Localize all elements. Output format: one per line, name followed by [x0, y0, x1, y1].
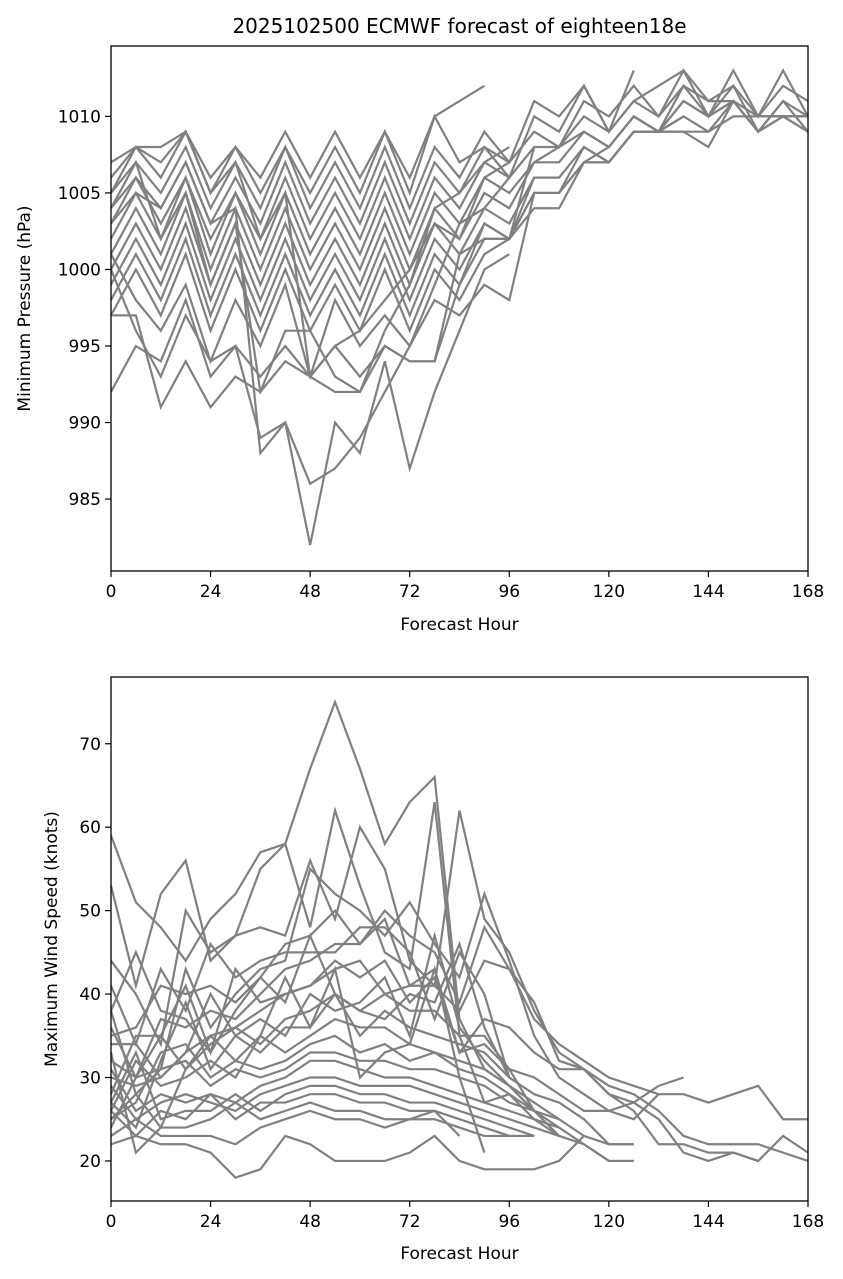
wind-x-axis-label: Forecast Hour	[400, 1244, 518, 1264]
pressure-series-line-15	[109, 253, 510, 546]
wind-y-tick-label: 50	[79, 902, 101, 922]
pressure-series-line-9	[110, 99, 808, 304]
wind-x-tick-label: 96	[498, 1212, 520, 1232]
wind-series-line-15	[110, 1049, 535, 1137]
pressure-x-tick-label: 72	[399, 582, 421, 602]
wind-y-tick-label: 70	[79, 735, 101, 755]
wind-y-tick-label: 20	[79, 1152, 101, 1172]
pressure-y-tick-label: 1010	[58, 107, 101, 127]
wind-series-line-14	[110, 1076, 560, 1137]
pressure-series-line-16	[110, 159, 511, 486]
pressure-series-line-14	[111, 146, 536, 411]
pressure-x-tick-label: 144	[692, 582, 724, 602]
wind-x-tick-label: 24	[200, 1212, 222, 1232]
wind-x-tick-label: 0	[106, 1212, 117, 1232]
pressure-series-line-12	[110, 114, 685, 381]
wind-x-tick-label: 168	[792, 1212, 824, 1232]
pressure-y-axis-label: Minimum Pressure (hPa)	[15, 205, 35, 411]
chart-title: 2025102500 ECMWF forecast of eighteen18e	[232, 14, 686, 38]
pressure-x-tick-label: 96	[498, 582, 520, 602]
pressure-x-axis-label: Forecast Hour	[400, 615, 518, 635]
pressure-y-tick-label: 1005	[58, 184, 101, 204]
pressure-series-line-1	[110, 84, 485, 181]
pressure-x-tick-label: 120	[593, 582, 625, 602]
wind-y-tick-label: 30	[79, 1069, 101, 1089]
wind-x-tick-label: 120	[593, 1212, 625, 1232]
wind-x-tick-label: 144	[692, 1212, 724, 1232]
pressure-series-line-18	[110, 159, 510, 395]
pressure-y-tick-label: 995	[69, 337, 101, 357]
wind-series-line-6	[110, 916, 809, 1162]
wind-series-line-19	[110, 1134, 585, 1179]
wind-series-line-12	[110, 1051, 634, 1163]
pressure-series-line-3	[110, 68, 809, 212]
pressure-y-tick-label: 985	[69, 490, 101, 510]
wind-series-line-17	[110, 1092, 535, 1138]
wind-chart: 0 24 48 72 96 120 144 168 20 30 40 50 60 70 Forecast …	[42, 676, 824, 1264]
wind-series-line-20	[109, 964, 486, 1155]
wind-y-axis-label: Maximum Wind Speed (knots)	[42, 811, 62, 1067]
wind-series-line-4	[109, 866, 684, 1113]
wind-y-tick-label: 60	[79, 818, 101, 838]
pressure-x-tick-label: 168	[792, 582, 824, 602]
wind-series-line-18	[110, 1109, 461, 1146]
wind-plot-frame	[110, 676, 809, 1202]
pressure-series-line-11	[110, 99, 809, 334]
pressure-x-tick-label: 0	[106, 582, 117, 602]
pressure-series-group	[109, 68, 809, 546]
wind-series-line-24	[111, 931, 535, 1112]
wind-x-tick-label: 48	[299, 1212, 321, 1232]
wind-series-line-16	[110, 1092, 535, 1138]
pressure-y-tick-label: 1000	[58, 260, 101, 280]
wind-series-line-23	[110, 959, 536, 1112]
pressure-y-tick-label: 990	[69, 414, 101, 434]
pressure-x-tick-label: 24	[200, 582, 222, 602]
wind-x-tick-label: 72	[399, 1212, 421, 1232]
wind-series-group	[109, 698, 809, 1179]
wind-y-tick-label: 40	[79, 985, 101, 1005]
wind-series-line-21	[109, 932, 511, 1078]
pressure-plot-frame	[110, 45, 809, 572]
wind-series-line-13	[110, 1059, 560, 1137]
pressure-series-line-5	[110, 84, 808, 242]
pressure-chart: 2025102500 ECMWF forecast of eighteen18e…	[15, 14, 824, 635]
pressure-x-tick-label: 48	[299, 582, 321, 602]
wind-series-line-10	[110, 1017, 634, 1146]
